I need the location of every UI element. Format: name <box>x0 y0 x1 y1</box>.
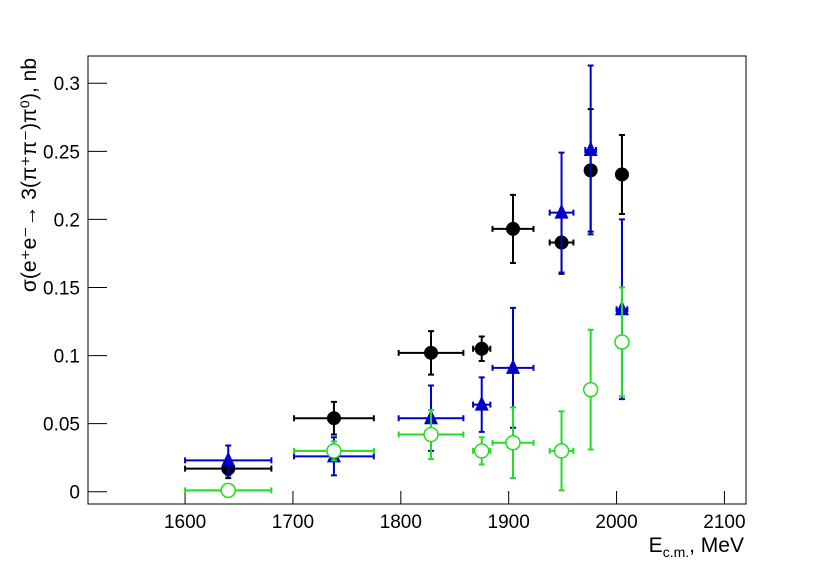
point <box>614 167 629 182</box>
x-label-rest: , MeV <box>689 534 744 557</box>
point <box>553 443 570 459</box>
point <box>506 221 521 236</box>
point <box>326 411 341 426</box>
point <box>424 345 439 360</box>
point <box>583 140 598 156</box>
point <box>326 443 342 459</box>
point <box>474 341 489 356</box>
y-axis-label: σ(e⁺e⁻→ 3(π⁺π⁻)π⁰), nb <box>18 58 41 292</box>
plot-frame <box>87 55 747 505</box>
y-tick-label: 0.1 <box>54 347 80 368</box>
point <box>473 443 490 459</box>
x-axis-label: Ec.m., MeV <box>649 534 744 560</box>
point <box>220 482 236 499</box>
y-tick-label: 0.05 <box>43 415 80 436</box>
x-tick-label: 1700 <box>272 512 314 533</box>
point <box>582 381 599 398</box>
point <box>505 434 521 451</box>
y-tick-label: 0.15 <box>43 278 80 299</box>
y-tick-label: 0.2 <box>54 210 80 231</box>
y-tick-label: 0.3 <box>54 74 80 95</box>
x-tick-label: 2000 <box>595 512 637 533</box>
x-tick-label: 1900 <box>488 512 530 533</box>
x-label-sub: c.m. <box>663 544 689 560</box>
y-tick-label: 0 <box>69 483 80 504</box>
point <box>506 358 521 374</box>
y-tick-label: 0.25 <box>43 142 80 163</box>
point <box>474 395 489 411</box>
point <box>554 203 569 219</box>
x-label-main: E <box>649 534 663 557</box>
point <box>221 451 236 467</box>
x-tick-label: 1600 <box>164 512 206 533</box>
point <box>423 426 439 443</box>
x-tick-label: 1800 <box>380 512 422 533</box>
x-tick-label: 2100 <box>703 512 745 533</box>
point <box>614 334 630 350</box>
